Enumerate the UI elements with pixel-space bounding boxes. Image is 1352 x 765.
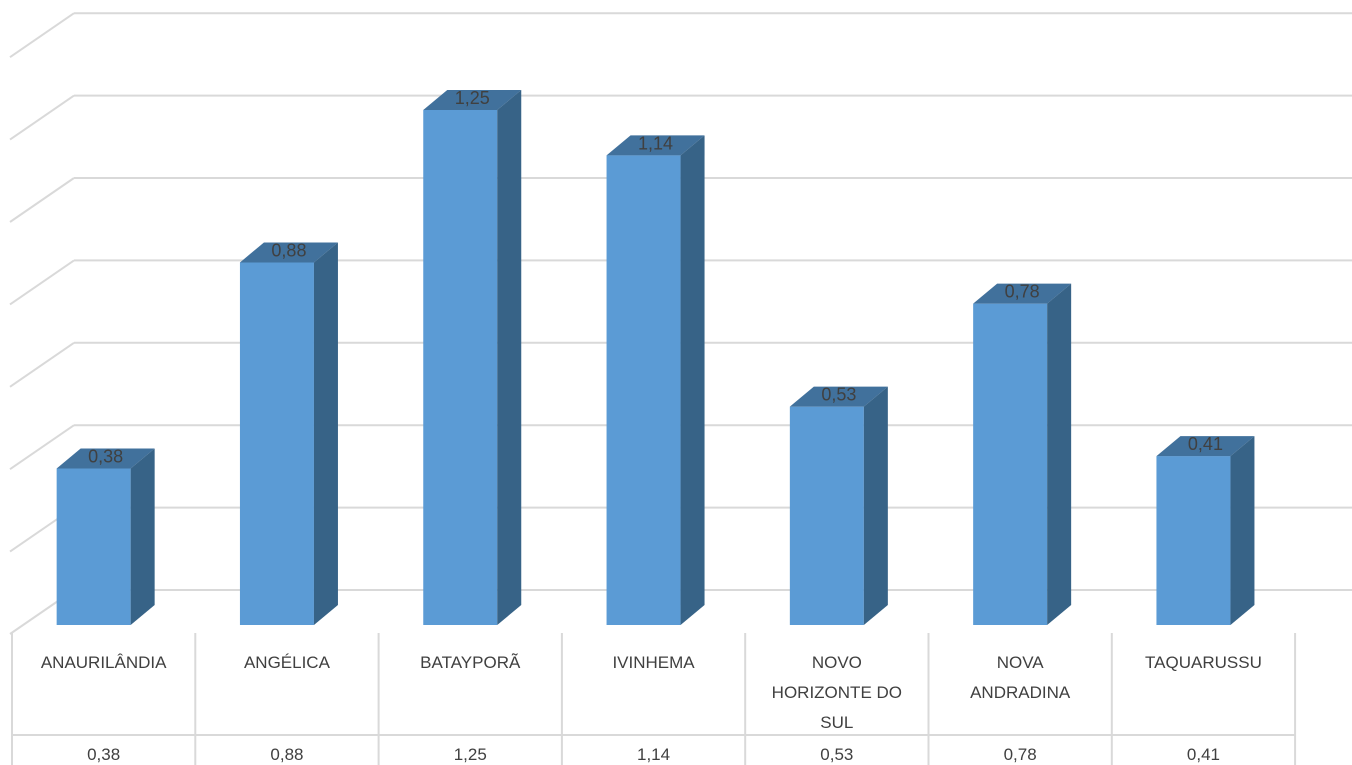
data-labels: 0,38 0,88 1,25 1,14 0,53 0,78 0,41 <box>88 88 1223 466</box>
bar <box>606 135 705 625</box>
gridline-side <box>9 94 75 141</box>
bar <box>56 448 155 625</box>
bar <box>423 90 522 625</box>
gridline-side <box>9 424 75 471</box>
bar-top <box>423 90 522 110</box>
category-label: NOVA ANDRADINA <box>970 653 1071 702</box>
table-value: 0,41 <box>1187 745 1220 764</box>
gridline-side <box>9 341 75 388</box>
data-label: 0,88 <box>271 240 306 260</box>
bar-front <box>1156 456 1231 625</box>
bar-top <box>973 283 1072 304</box>
table-value: 1,25 <box>454 745 487 764</box>
category-label: NOVO HORIZONTE DO SUL <box>772 653 902 732</box>
category-label: BATAYPORÃ <box>420 653 521 672</box>
table-value: 0,88 <box>270 745 303 764</box>
bar-front <box>606 155 681 625</box>
bar-top <box>1156 436 1255 457</box>
bar-side <box>680 135 705 625</box>
bar-front <box>423 110 498 625</box>
data-label: 0,78 <box>1005 282 1040 302</box>
bar-front <box>239 262 314 625</box>
bar-side <box>313 242 338 625</box>
category-label: TAQUARUSSU <box>1145 653 1262 672</box>
bar-top <box>239 242 338 263</box>
bar <box>1156 436 1255 625</box>
data-label: 1,14 <box>638 133 673 153</box>
bar-side <box>863 386 888 625</box>
table-value: 0,78 <box>1004 745 1037 764</box>
category-label: ANAURILÂNDIA <box>41 653 167 672</box>
bars <box>56 90 1255 625</box>
bar <box>239 242 338 625</box>
bar-side <box>130 448 155 625</box>
bar-side <box>1230 436 1255 625</box>
bar-top <box>56 448 155 469</box>
category-label: ANGÉLICA <box>244 653 331 672</box>
table-value: 1,14 <box>637 745 670 764</box>
bar-top <box>789 386 888 407</box>
data-label: 0,38 <box>88 446 123 466</box>
bar-top <box>606 135 705 156</box>
bar-front <box>789 406 864 625</box>
bar <box>973 283 1072 625</box>
data-table: ANAURILÂNDIA 0,38 ANGÉLICA 0,88 BATAYPORÃ 1,2… <box>11 633 1297 765</box>
category-label: IVINHEMA <box>612 653 695 672</box>
bar <box>789 386 888 625</box>
bar-front <box>973 303 1048 625</box>
gridline-side <box>9 177 75 223</box>
data-label: 0,53 <box>821 385 856 405</box>
data-label: 0,41 <box>1188 434 1223 454</box>
table-value: 0,53 <box>820 745 853 764</box>
table-value: 0,38 <box>87 745 120 764</box>
bar-side <box>497 90 522 625</box>
data-label: 1,25 <box>455 88 490 108</box>
bar-front <box>56 468 131 625</box>
bar-side <box>1047 283 1072 625</box>
gridline-side <box>9 259 75 306</box>
gridline-side <box>9 12 75 59</box>
